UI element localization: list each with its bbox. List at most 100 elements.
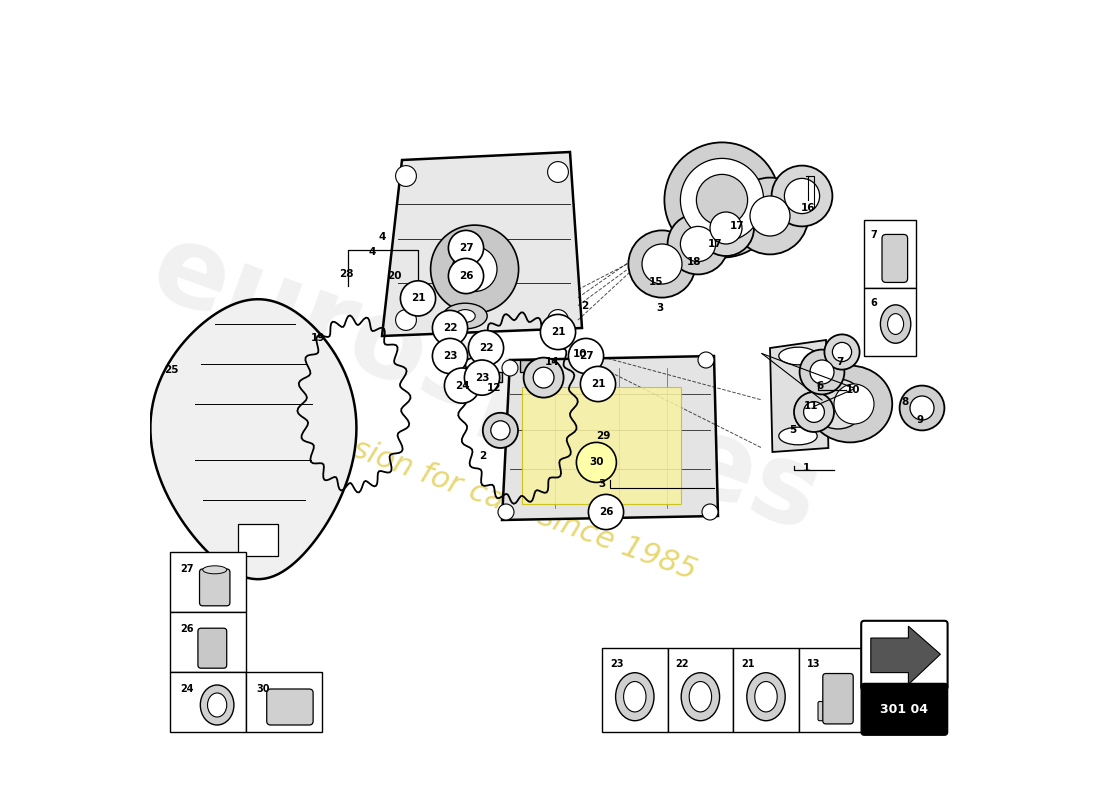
Ellipse shape [880, 305, 911, 343]
FancyBboxPatch shape [266, 689, 314, 725]
Ellipse shape [747, 673, 785, 721]
Text: 22: 22 [478, 343, 493, 353]
Bar [520, 360, 542, 372]
Ellipse shape [710, 212, 742, 244]
FancyBboxPatch shape [199, 569, 230, 606]
Polygon shape [770, 340, 828, 452]
Text: 10: 10 [846, 386, 860, 395]
FancyBboxPatch shape [861, 621, 947, 690]
Polygon shape [382, 152, 582, 336]
Ellipse shape [910, 396, 934, 420]
Text: 14: 14 [546, 357, 560, 366]
Bar [865, 288, 916, 356]
Bar [170, 672, 246, 732]
Text: 20: 20 [387, 271, 402, 281]
Circle shape [581, 366, 616, 402]
Ellipse shape [779, 427, 817, 445]
Ellipse shape [524, 358, 563, 398]
Polygon shape [502, 356, 718, 520]
Ellipse shape [900, 386, 945, 430]
Ellipse shape [681, 673, 719, 721]
Circle shape [432, 338, 468, 374]
Ellipse shape [483, 413, 518, 448]
Bar [799, 648, 865, 732]
Text: 15: 15 [648, 277, 663, 286]
Bar [668, 648, 734, 732]
Ellipse shape [534, 367, 554, 388]
Text: 3: 3 [657, 303, 664, 313]
Text: 6: 6 [817, 381, 824, 390]
Text: 26: 26 [598, 507, 614, 517]
Ellipse shape [200, 685, 234, 725]
Circle shape [548, 162, 569, 182]
FancyBboxPatch shape [198, 628, 227, 668]
Text: 30: 30 [590, 458, 604, 467]
Circle shape [698, 352, 714, 368]
Ellipse shape [642, 244, 682, 284]
Text: 9: 9 [916, 415, 923, 425]
FancyBboxPatch shape [861, 683, 947, 735]
Text: 27: 27 [459, 243, 473, 253]
Text: 25: 25 [164, 366, 179, 375]
Ellipse shape [698, 200, 754, 256]
Text: 12: 12 [486, 383, 502, 393]
Ellipse shape [807, 366, 892, 442]
Ellipse shape [794, 392, 834, 432]
Ellipse shape [628, 230, 695, 298]
Ellipse shape [811, 379, 865, 429]
Circle shape [464, 360, 499, 395]
Circle shape [548, 310, 569, 330]
Text: 17: 17 [707, 239, 722, 249]
Circle shape [396, 166, 417, 186]
Polygon shape [151, 299, 356, 579]
Text: 10: 10 [572, 349, 587, 358]
Text: 29: 29 [596, 431, 611, 441]
Text: 19: 19 [311, 334, 326, 343]
Text: 301 04: 301 04 [880, 703, 928, 716]
Text: 4: 4 [368, 247, 376, 257]
Circle shape [702, 504, 718, 520]
Circle shape [452, 246, 497, 291]
Circle shape [396, 310, 417, 330]
Text: 24: 24 [454, 381, 470, 390]
Ellipse shape [755, 682, 778, 712]
Ellipse shape [202, 566, 227, 574]
Ellipse shape [208, 693, 227, 717]
Text: 22: 22 [675, 659, 689, 669]
Ellipse shape [750, 196, 790, 236]
Circle shape [449, 258, 484, 294]
Text: 30: 30 [256, 684, 270, 694]
Bar [238, 524, 278, 556]
Ellipse shape [732, 178, 808, 254]
Text: 16: 16 [801, 203, 815, 213]
Circle shape [432, 310, 468, 346]
Text: 24: 24 [180, 684, 194, 694]
Ellipse shape [824, 334, 859, 370]
Text: 11: 11 [803, 402, 818, 411]
Ellipse shape [616, 673, 654, 721]
Text: 13: 13 [806, 659, 821, 669]
Bar [170, 552, 246, 612]
FancyBboxPatch shape [818, 702, 829, 721]
Ellipse shape [681, 158, 763, 242]
Ellipse shape [491, 421, 510, 440]
Circle shape [696, 174, 748, 226]
Text: 8: 8 [902, 398, 909, 407]
FancyBboxPatch shape [823, 674, 854, 724]
Circle shape [469, 330, 504, 366]
Text: 21: 21 [551, 327, 565, 337]
Circle shape [449, 230, 484, 266]
Ellipse shape [810, 360, 834, 384]
Text: eurospares: eurospares [138, 214, 835, 554]
Ellipse shape [771, 166, 833, 226]
Polygon shape [871, 626, 940, 685]
Circle shape [400, 281, 436, 316]
Circle shape [540, 314, 575, 350]
Text: a passion for cars since 1985: a passion for cars since 1985 [272, 406, 701, 586]
Ellipse shape [624, 682, 646, 712]
Text: 21: 21 [410, 294, 426, 303]
Text: 7: 7 [871, 230, 878, 240]
Ellipse shape [690, 682, 712, 712]
Bar [170, 612, 246, 672]
Text: 23: 23 [442, 351, 458, 361]
